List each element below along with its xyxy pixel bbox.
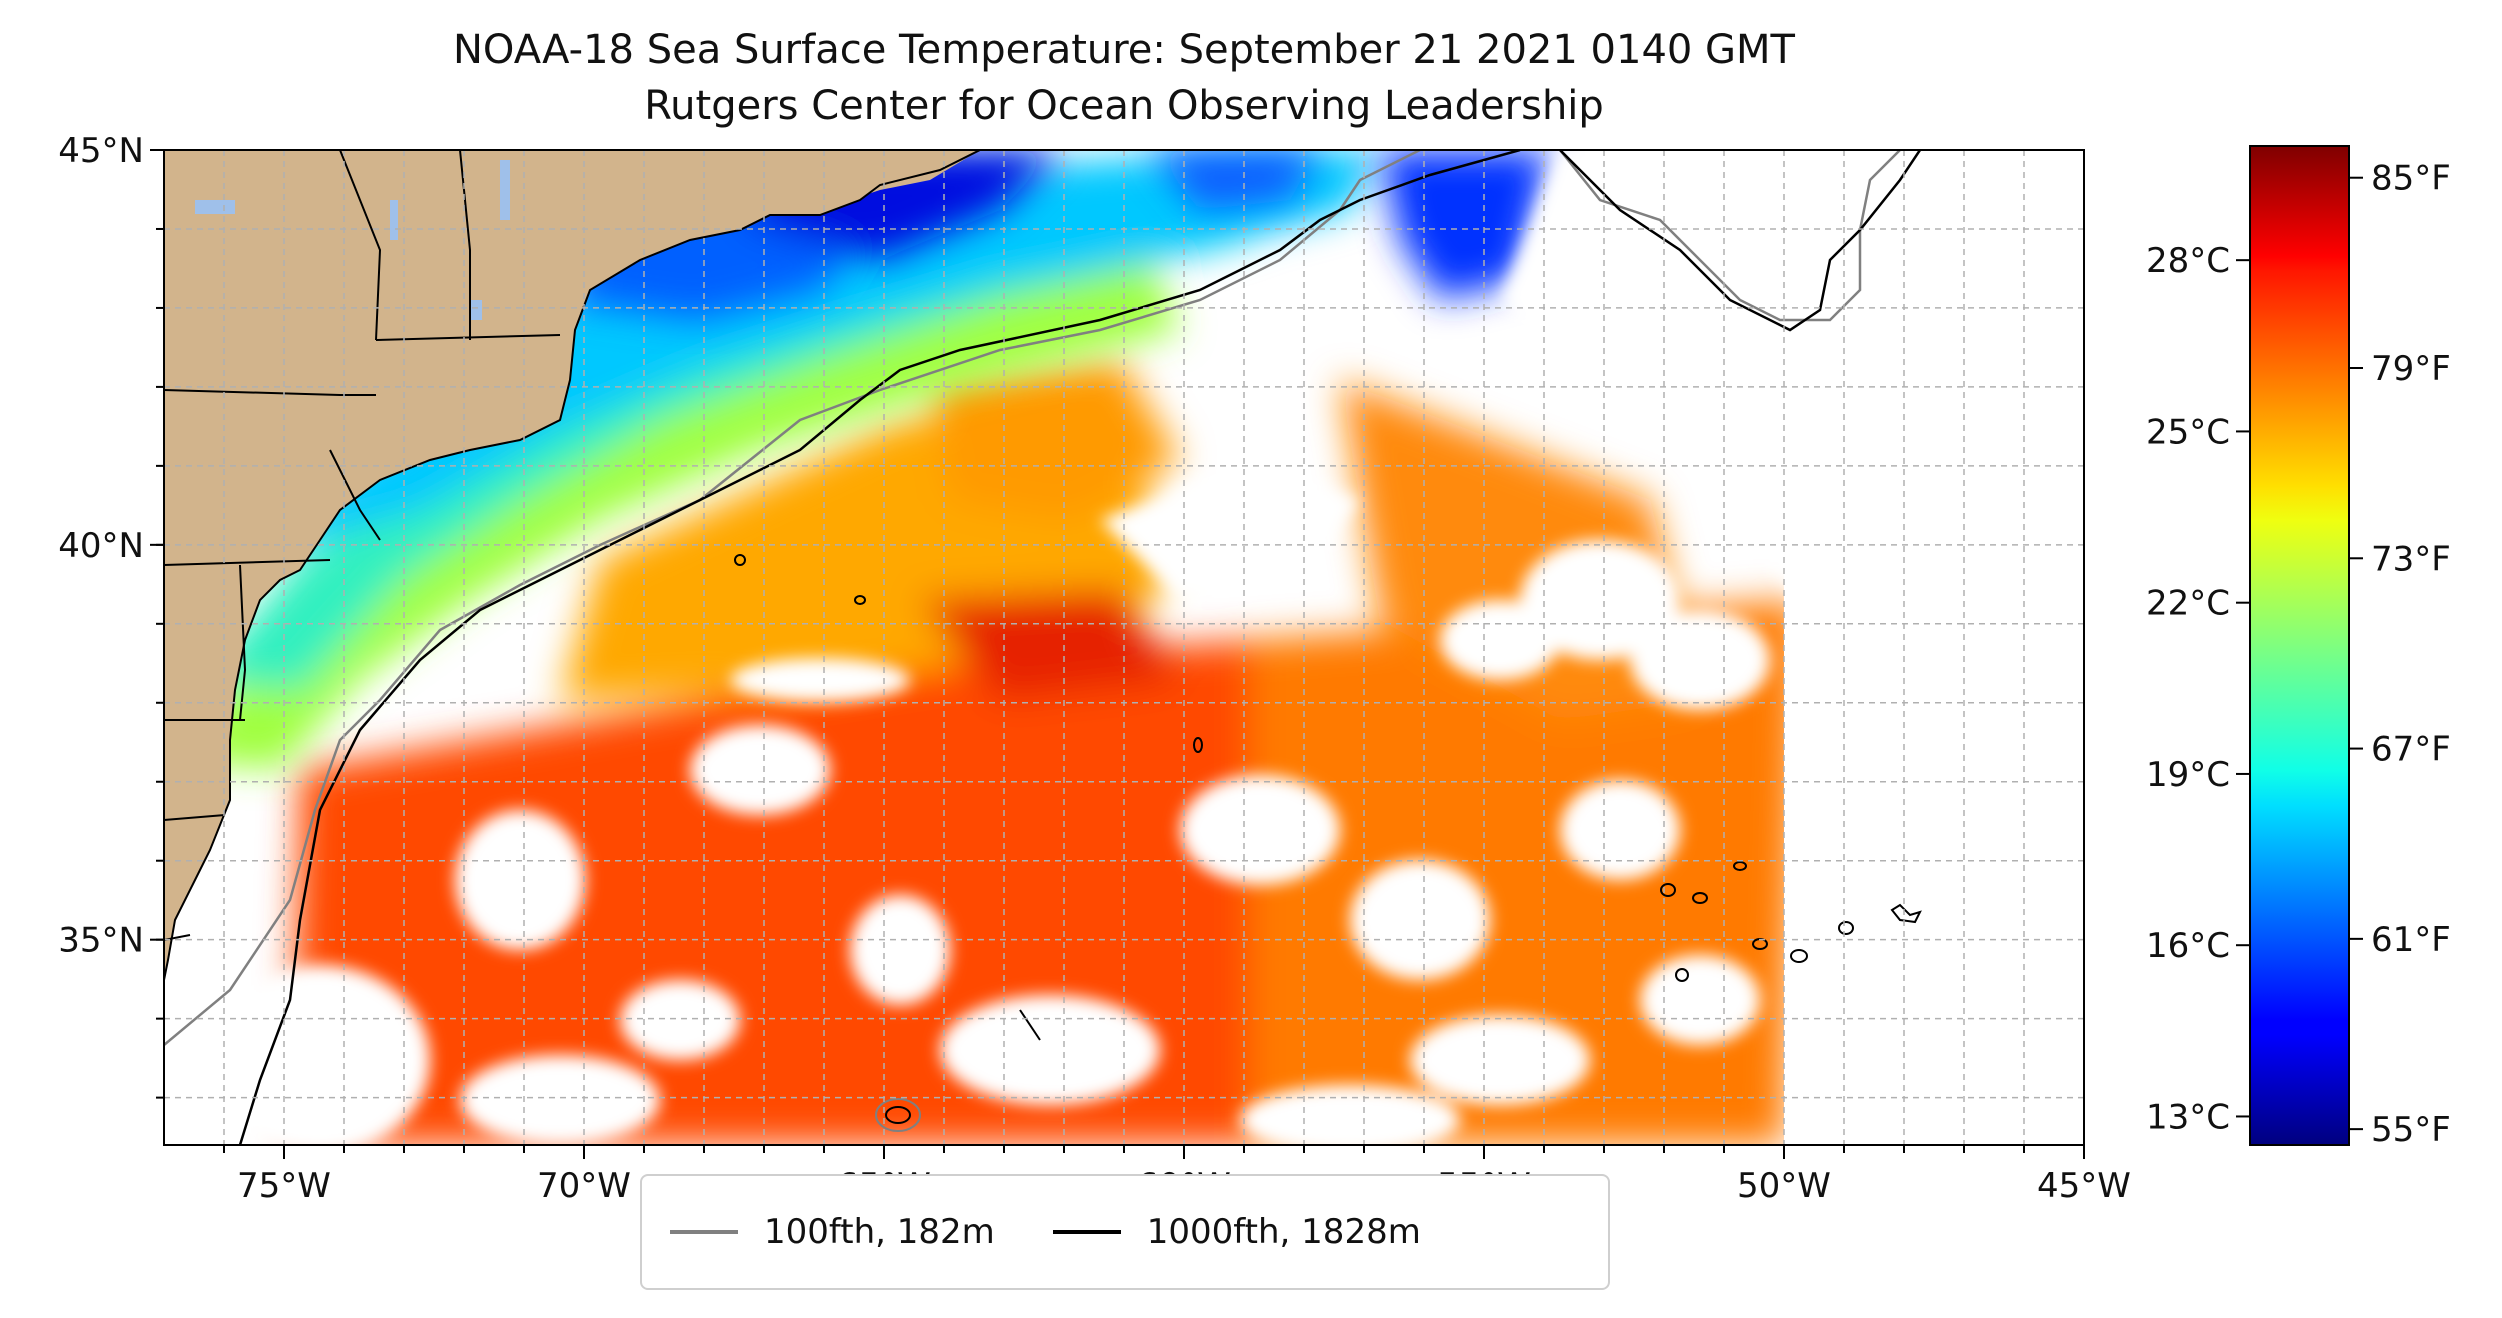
- celsius-tick-label: 19°C: [2146, 755, 2230, 795]
- colorbar-fahrenheit-ticks: 55°F 61°F 67°F 73°F 79°F 85°F: [2349, 159, 2451, 1150]
- map-legend: 100fth, 182m 1000fth, 1828m: [640, 1174, 1610, 1290]
- lon-tick-label: 45°W: [2037, 1166, 2131, 1206]
- fahrenheit-tick-label: 85°F: [2371, 159, 2451, 199]
- coastline: [164, 150, 981, 981]
- legend-item-100fth: 100fth, 182m: [670, 1212, 995, 1252]
- legend-swatch-1000fth: [1052, 1230, 1121, 1234]
- colorbar-celsius-ticks: 13°C 16°C 19°C 22°C 25°C 28°C: [2146, 241, 2250, 1137]
- fahrenheit-tick-label: 73°F: [2371, 539, 2451, 579]
- legend-label-1000fth: 1000fth, 1828m: [1146, 1212, 1421, 1252]
- celsius-tick-label: 25°C: [2146, 412, 2230, 452]
- lat-tick-label: 45°N: [58, 131, 144, 171]
- lon-tick-label: 75°W: [237, 1166, 331, 1206]
- latitude-ticks: 35°N 40°N 45°N: [58, 131, 164, 1099]
- lon-tick-label: 70°W: [537, 1166, 631, 1206]
- celsius-tick-label: 22°C: [2146, 584, 2230, 624]
- colorbar: 13°C 16°C 19°C 22°C 25°C 28°C 55°F 61°F 67°F 73°…: [2146, 145, 2451, 1150]
- lat-tick-label: 40°N: [58, 526, 144, 566]
- celsius-tick-label: 13°C: [2146, 1097, 2230, 1137]
- fahrenheit-tick-label: 67°F: [2371, 730, 2451, 770]
- lon-tick-label: 50°W: [1737, 1166, 1831, 1206]
- fahrenheit-tick-label: 61°F: [2371, 920, 2451, 960]
- colorbar-gradient: [2249, 145, 2350, 1146]
- fahrenheit-tick-label: 55°F: [2371, 1110, 2451, 1150]
- map-title: NOAA-18 Sea Surface Temperature: Septemb…: [453, 27, 1795, 73]
- map-area: 35°N40°N45°N 75°W70°W65°W60°W55°W50°W45°…: [58, 131, 2131, 1206]
- map-subtitle: Rutgers Center for Ocean Observing Leade…: [644, 83, 1604, 129]
- fahrenheit-tick-label: 79°F: [2371, 349, 2451, 389]
- legend-item-1000fth: 1000fth, 1828m: [1052, 1212, 1421, 1252]
- legend-swatch-100fth: [670, 1230, 738, 1234]
- lakes: [195, 160, 510, 320]
- celsius-tick-label: 28°C: [2146, 241, 2230, 281]
- legend-label-100fth: 100fth, 182m: [764, 1212, 995, 1252]
- map-gridlines: [164, 150, 2084, 1145]
- celsius-tick-label: 16°C: [2146, 926, 2230, 966]
- land-mass: [164, 150, 980, 980]
- lat-tick-label: 35°N: [58, 921, 144, 961]
- seamount-contours: [734, 554, 1922, 1132]
- isobath-1000fth: [238, 150, 1922, 1145]
